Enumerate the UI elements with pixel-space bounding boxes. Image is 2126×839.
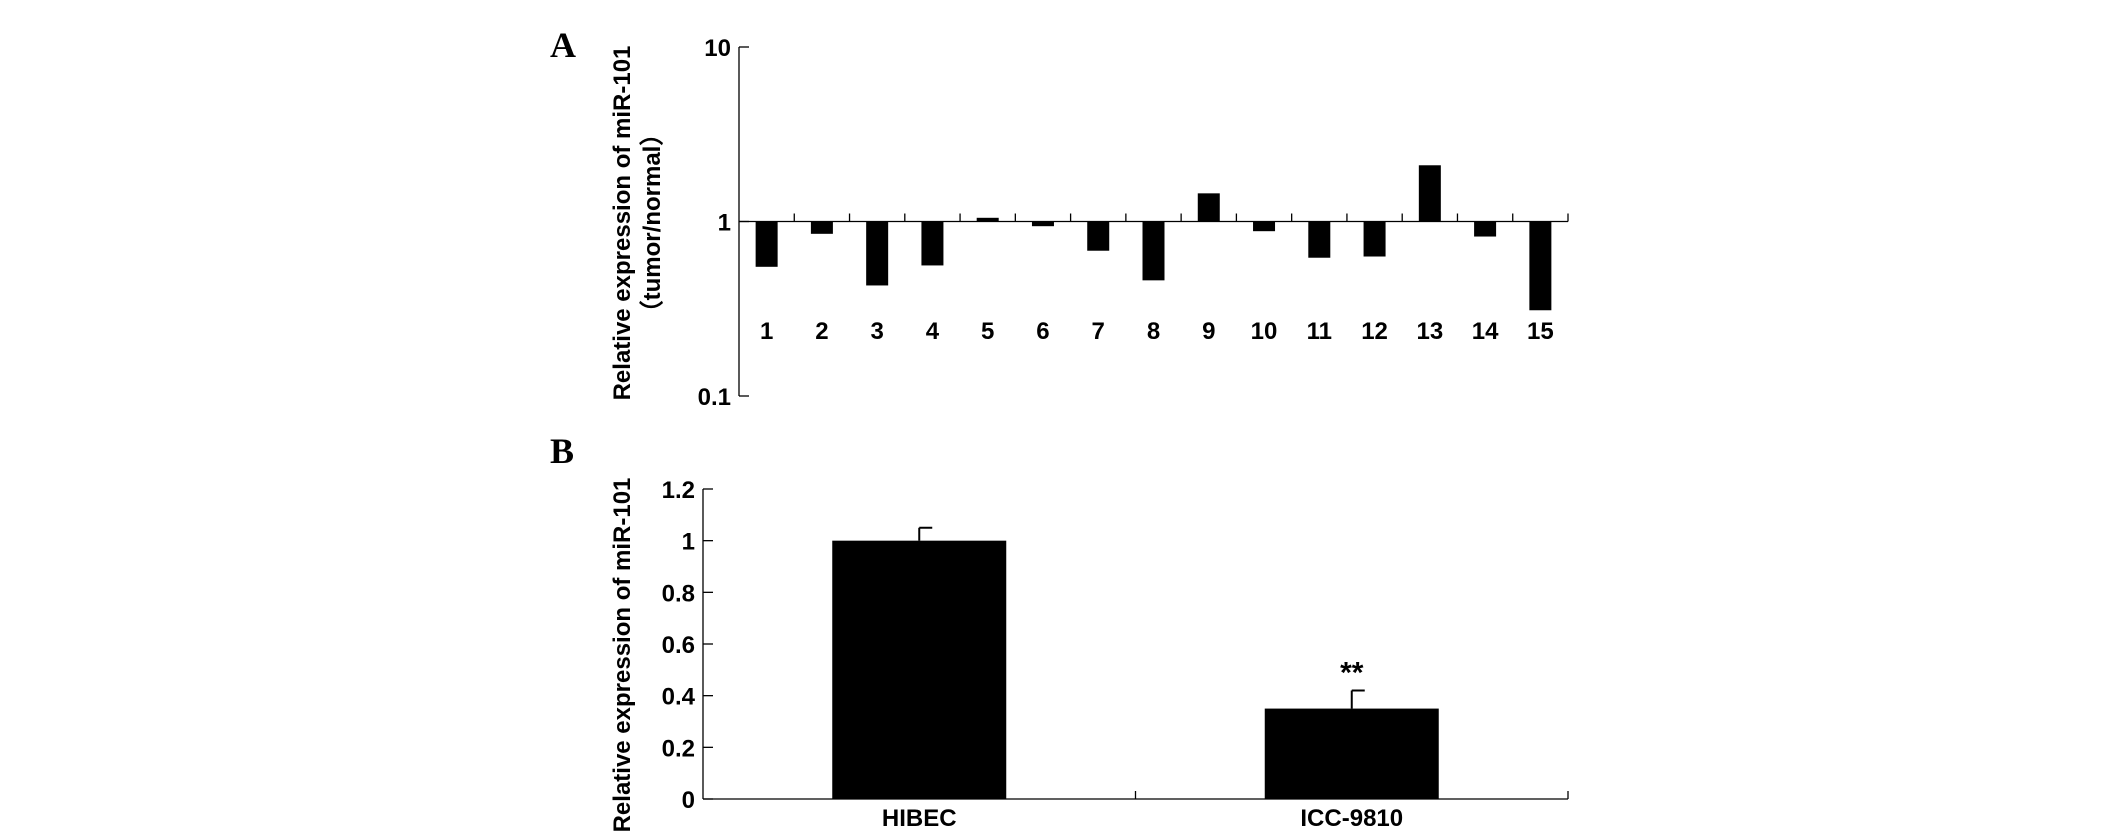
x-tick-label-a: 8 <box>1147 318 1160 345</box>
y-axis-title-a-line1: Relative expression of miR-101 <box>609 46 636 401</box>
bar-a <box>1529 221 1552 311</box>
bar-a <box>1474 221 1497 237</box>
x-tick-label-a: 3 <box>870 318 883 345</box>
y-axis-title-a-line2: （tumor/normal） <box>639 122 666 325</box>
x-tick-label-a: 7 <box>1092 318 1105 345</box>
bar-a <box>976 217 999 222</box>
x-tick-label-a: 6 <box>1036 318 1049 345</box>
panel-label-b: B <box>550 431 574 471</box>
significance-label-b: ** <box>1340 657 1364 690</box>
y-tick-label-a: 1 <box>718 210 731 237</box>
bar-a <box>1087 221 1110 251</box>
y-tick-label-b: 0 <box>682 787 695 814</box>
x-tick-label-a: 13 <box>1416 318 1443 345</box>
x-tick-label-a: 15 <box>1527 318 1554 345</box>
x-tick-label-a: 10 <box>1251 318 1278 345</box>
y-tick-label-b: 1.2 <box>662 477 695 504</box>
y-tick-label-b: 0.6 <box>662 632 695 659</box>
bar-a <box>1142 221 1165 281</box>
bar-a <box>921 221 944 266</box>
bar-a <box>1418 165 1441 222</box>
x-tick-label-a: 12 <box>1361 318 1388 345</box>
y-tick-label-b: 0.8 <box>662 580 695 607</box>
bar-a <box>755 221 778 267</box>
panel-label-a: A <box>550 25 576 65</box>
x-tick-label-a: 1 <box>760 318 773 345</box>
bar-a <box>1308 221 1331 258</box>
bar-b <box>832 540 1007 799</box>
x-tick-label-b: HIBEC <box>882 805 957 832</box>
panel-b-chart: Relative expression of miR-101 1.2 1 0.8 0.… <box>609 477 1569 833</box>
bar-a <box>810 221 833 234</box>
bar-a <box>1253 221 1276 232</box>
y-axis-title-b: Relative expression of miR-101 <box>609 478 636 833</box>
x-tick-label-a: 5 <box>981 318 994 345</box>
x-tick-label-a: 11 <box>1307 318 1332 345</box>
y-tick-label-b: 0.2 <box>662 735 695 762</box>
panel-a-chart: Relative expression of miR-101 （tumor/no… <box>609 35 1569 411</box>
bar-a <box>1031 221 1054 227</box>
x-tick-label-a: 4 <box>926 318 940 345</box>
x-tick-label-a: 9 <box>1202 318 1215 345</box>
bar-a <box>866 221 889 286</box>
bar-a <box>1363 221 1386 257</box>
y-tick-label-a: 10 <box>704 35 731 62</box>
y-tick-label-a: 0.1 <box>698 384 731 411</box>
x-tick-label-b: ICC-9810 <box>1300 805 1403 832</box>
y-tick-label-b: 1 <box>682 529 695 556</box>
y-tick-label-b: 0.4 <box>662 684 696 711</box>
x-tick-label-a: 2 <box>815 318 828 345</box>
bar-b <box>1264 708 1439 799</box>
x-tick-label-a: 14 <box>1472 318 1499 345</box>
bar-a <box>1197 193 1220 222</box>
